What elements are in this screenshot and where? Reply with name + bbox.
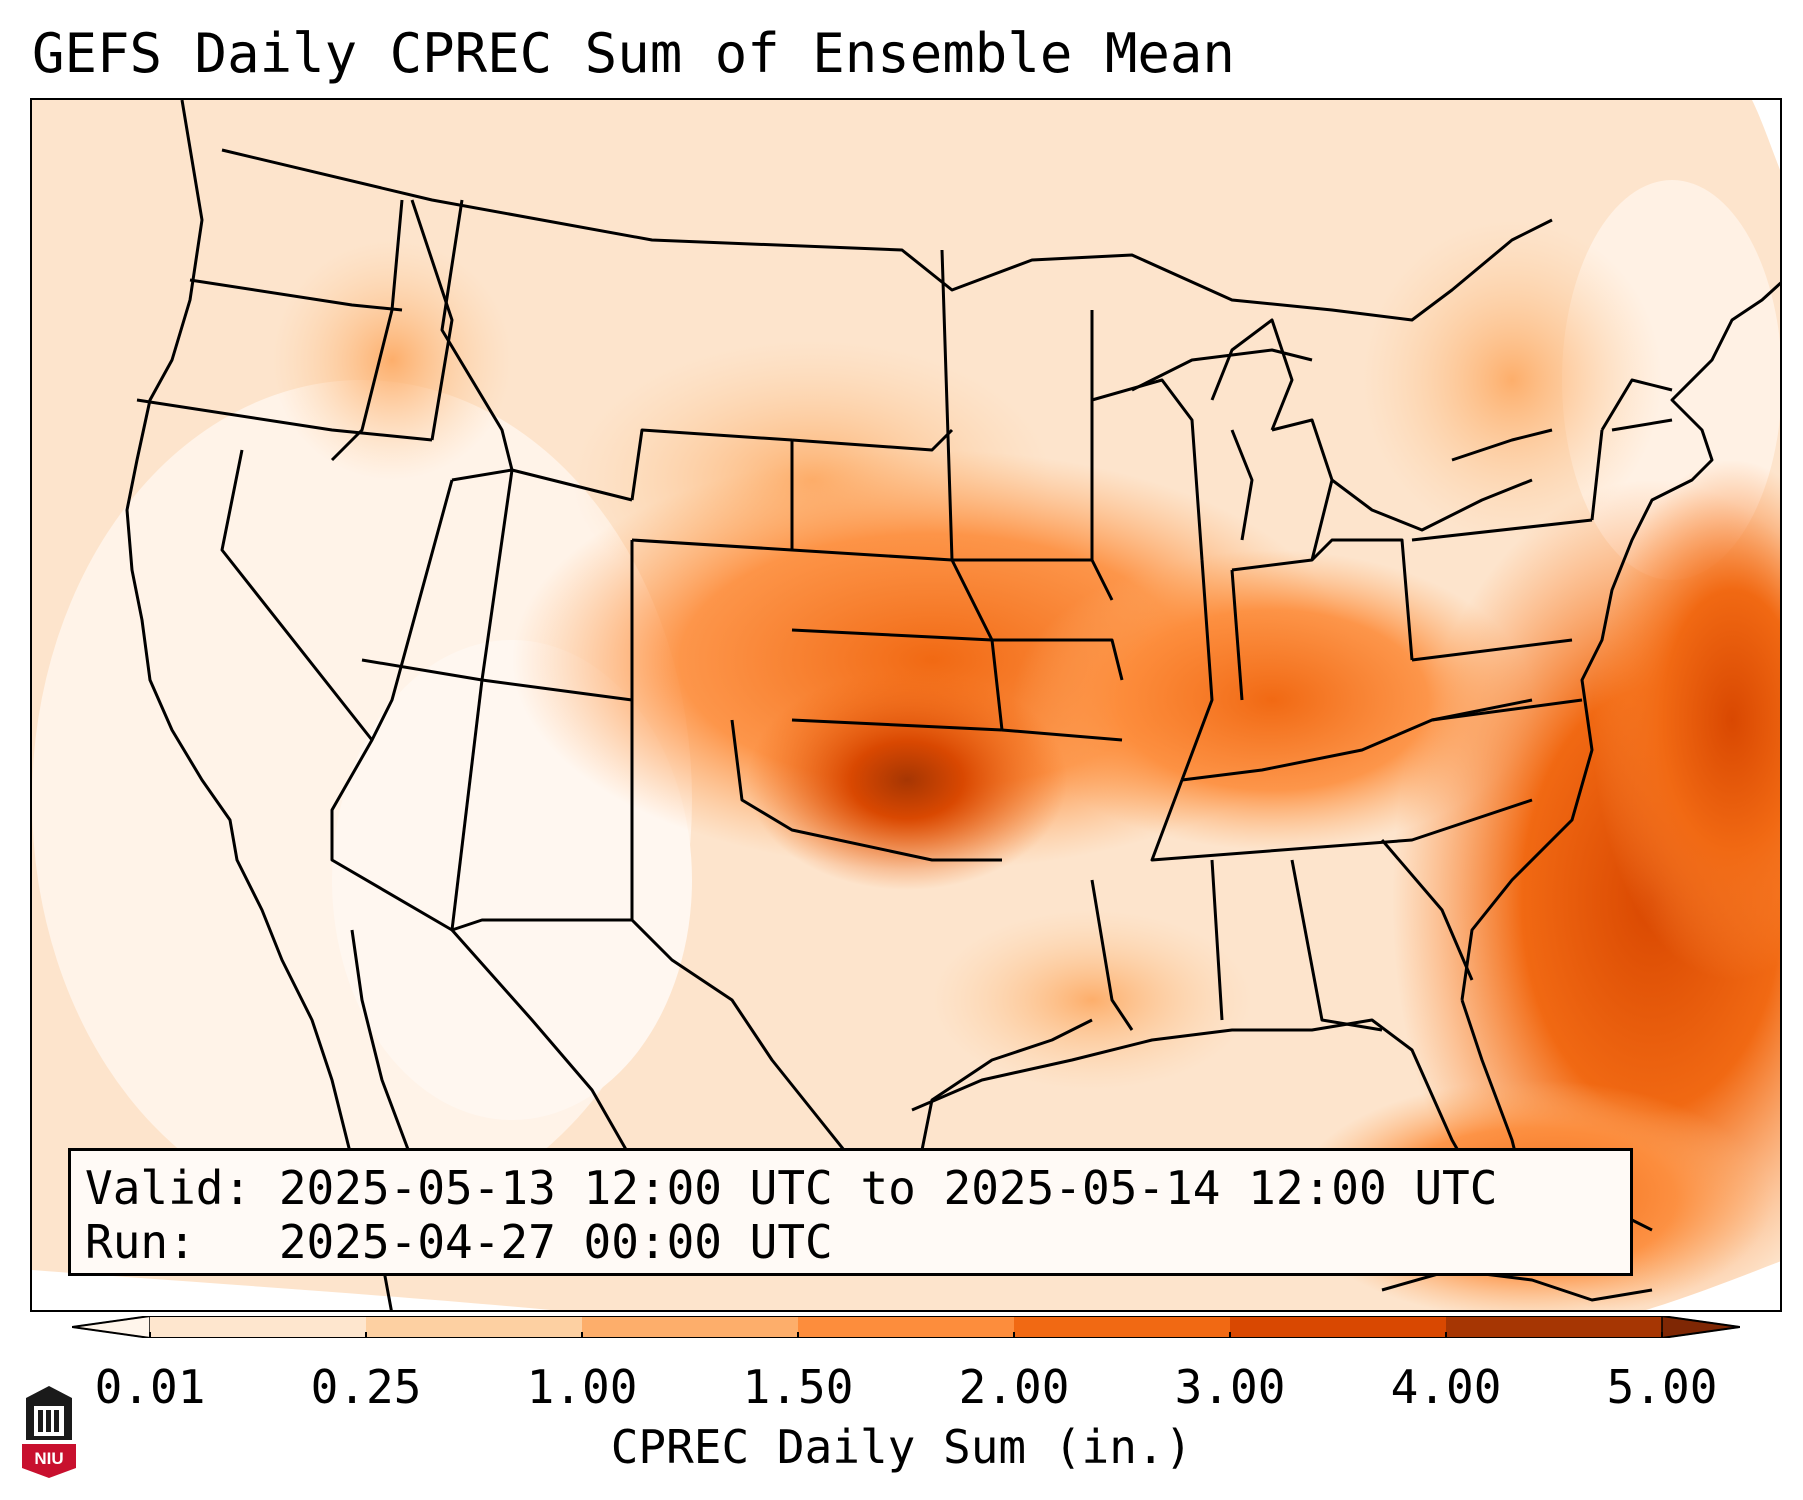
- colorbar-tick-label: 1.50: [742, 1360, 854, 1414]
- state-borders: [125, 100, 1780, 1310]
- map-edge: [1645, 1261, 1780, 1310]
- colorbar-extend-min: [72, 1316, 151, 1338]
- colorbar-segment: [1446, 1316, 1663, 1338]
- colorbar-tick-label: 3.00: [1174, 1360, 1286, 1414]
- colorbar-segment: [150, 1316, 367, 1338]
- colorbar-extend-max: [1661, 1316, 1740, 1338]
- colorbar-tick-label: 0.01: [94, 1360, 206, 1414]
- colorbar-tick-label: 0.25: [310, 1360, 422, 1414]
- precip-field-idaho: [272, 240, 512, 480]
- colorbar-segment: [1014, 1316, 1231, 1338]
- lake-erie-shore: [1331, 478, 1533, 532]
- precip-field-atlantic-north: [1592, 460, 1780, 980]
- precip-field-oklahoma-max: [747, 670, 1067, 890]
- canada-border: [221, 148, 1553, 322]
- cuba-coast: [1381, 1268, 1653, 1302]
- map-edge: [1752, 100, 1780, 170]
- west-coastline: [125, 100, 393, 1310]
- valid-time-text: Valid: 2025-05-13 12:00 UTC to 2025-05-1…: [85, 1161, 1498, 1215]
- colorbar-label: CPREC Daily Sum (in.): [610, 1420, 1193, 1474]
- colorbar-tick-label: 4.00: [1390, 1360, 1502, 1414]
- colorbar-tick-label: 2.00: [958, 1360, 1070, 1414]
- valid-time-box: Valid: 2025-05-13 12:00 UTC to 2025-05-1…: [68, 1148, 1633, 1276]
- conus-map: [32, 100, 1780, 1310]
- lake-michigan-shore: [1230, 429, 1254, 541]
- map-panel: [30, 98, 1782, 1312]
- colorbar-segment: [582, 1316, 799, 1338]
- logo-text: NIU: [34, 1449, 63, 1468]
- lake-superior-shore: [1131, 348, 1313, 392]
- colorbar-segment: [366, 1316, 583, 1338]
- precip-field-ohio-valley: [1012, 550, 1532, 850]
- colorbar-segment: [1230, 1316, 1447, 1338]
- colorbar-tick-label: 1.00: [526, 1360, 638, 1414]
- colorbar-segment: [798, 1316, 1015, 1338]
- lake-ontario-shore: [1451, 428, 1553, 462]
- run-time-text: Run: 2025-04-27 00:00 UTC: [85, 1215, 833, 1269]
- niu-logo-icon: NIU: [22, 1386, 76, 1478]
- page-title: GEFS Daily CPREC Sum of Ensemble Mean: [32, 22, 1235, 85]
- colorbar: [72, 1316, 1740, 1338]
- map-edge: [32, 1270, 551, 1310]
- colorbar-tick-label: 5.00: [1606, 1360, 1718, 1414]
- precip-field-gulf: [932, 910, 1252, 1090]
